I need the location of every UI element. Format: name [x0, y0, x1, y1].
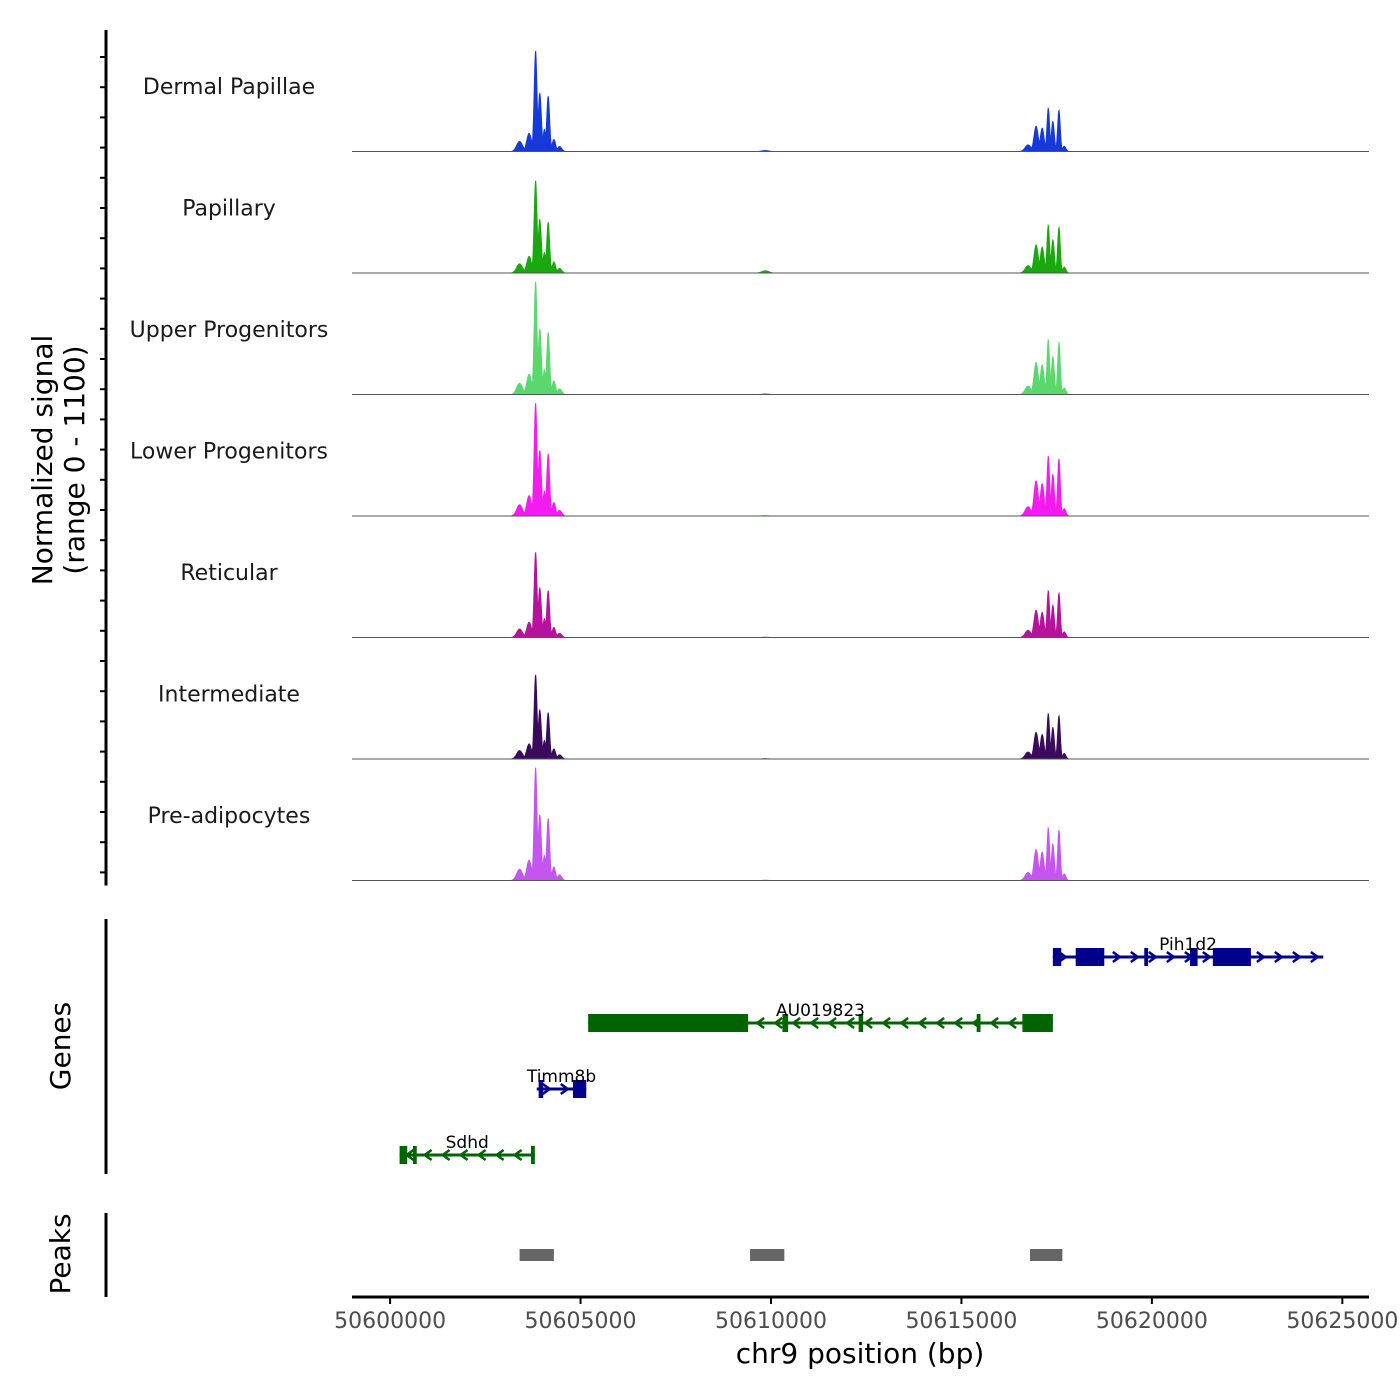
track-pre-adipocytes: Pre-adipocytes — [148, 767, 1369, 881]
gene-exon — [399, 1146, 408, 1164]
track-intermediate: Intermediate — [158, 674, 1369, 760]
y-axis-title-line2: (range 0 - 1100) — [58, 345, 91, 574]
signal-area — [352, 767, 1369, 881]
strand-arrow — [1148, 950, 1159, 964]
x-axis: chr9 position (bp) 50600000 50605000 50610… — [334, 1295, 1398, 1370]
peak-region — [1030, 1249, 1063, 1261]
strand-arrow — [1202, 950, 1213, 964]
peaks-track-title: Peaks — [44, 1213, 77, 1294]
strand-arrow — [773, 1016, 783, 1030]
x-tick-label: 50605000 — [525, 1309, 637, 1334]
x-tick-label: 50610000 — [715, 1309, 827, 1334]
strand-arrow — [1130, 950, 1141, 964]
strand-arrow — [881, 1016, 891, 1030]
gene-exon — [976, 1014, 981, 1032]
gene-sdhd: Sdhd — [399, 1133, 535, 1164]
gene-exon — [1098, 948, 1105, 966]
gene-exon — [1144, 948, 1149, 966]
track-reticular: Reticular — [180, 552, 1369, 638]
gene-exon — [412, 1146, 417, 1164]
strand-arrow — [422, 1148, 433, 1162]
signal-area — [352, 180, 1369, 274]
track-dermal-papillae: Dermal Papillae — [143, 50, 1369, 152]
track-label: Pre-adipocytes — [148, 804, 311, 829]
x-tick-label: 50625000 — [1286, 1309, 1398, 1334]
signal-area — [352, 552, 1369, 638]
x-axis-title: chr9 position (bp) — [736, 1337, 985, 1370]
strand-arrow — [512, 1148, 523, 1162]
gene-exon — [782, 1014, 789, 1032]
strand-arrow — [1256, 950, 1267, 964]
strand-arrow — [440, 1148, 451, 1162]
strand-arrow — [494, 1148, 505, 1162]
strand-arrow — [542, 1082, 552, 1096]
track-label: Lower Progenitors — [130, 440, 328, 465]
gene-exon — [1075, 948, 1099, 966]
track-label: Dermal Papillae — [143, 75, 315, 100]
gene-label: Sdhd — [446, 1133, 489, 1153]
track-upper-progenitors: Upper Progenitors — [130, 281, 1369, 395]
gene-exon — [538, 1080, 544, 1098]
gene-pih1d2: Pih1d2 — [1052, 935, 1324, 966]
y-axis-title-line1: Normalized signal — [26, 335, 59, 586]
strand-arrow — [989, 1016, 999, 1030]
track-label: Papillary — [182, 197, 276, 222]
strand-arrow — [1310, 950, 1321, 964]
strand-arrow — [560, 1082, 570, 1096]
gene-exon — [572, 1080, 587, 1098]
track-label: Upper Progenitors — [130, 318, 329, 343]
gene-label: Pih1d2 — [1159, 935, 1217, 955]
gene-exon — [1022, 1014, 1053, 1032]
gene-exon — [588, 1014, 749, 1032]
gene-label: Timm8b — [526, 1067, 596, 1087]
strand-arrow — [755, 1016, 765, 1030]
strand-arrow — [458, 1148, 469, 1162]
gene-timm8b: Timm8b — [526, 1067, 596, 1098]
y-axis-title: Normalized signal (range 0 - 1100) — [26, 335, 91, 586]
strand-arrow — [809, 1016, 819, 1030]
signal-tracks: Dermal Papillae Papillary Upper Progenitor… — [100, 30, 1369, 886]
strand-arrow — [1007, 1016, 1017, 1030]
signal-area — [352, 402, 1369, 517]
strand-arrow — [935, 1016, 945, 1030]
strand-arrow — [1112, 950, 1123, 964]
track-lower-progenitors: Lower Progenitors — [130, 402, 1369, 517]
track-papillary: Papillary — [182, 180, 1369, 274]
gene-exon — [1189, 948, 1198, 966]
strand-arrow — [917, 1016, 927, 1030]
genes-track: Genes Pih1d2 AU019823 Timm8b Sdhd — [44, 919, 1324, 1174]
track-label: Intermediate — [158, 683, 300, 708]
gene-label: AU019823 — [776, 1001, 865, 1021]
gene-exon — [1212, 948, 1251, 966]
gene-exon — [858, 1014, 864, 1032]
signal-area — [352, 50, 1369, 152]
peak-region — [519, 1249, 554, 1261]
peak-region — [750, 1249, 785, 1261]
x-tick-label: 50620000 — [1096, 1309, 1208, 1334]
signal-area — [352, 674, 1369, 760]
strand-arrow — [827, 1016, 837, 1030]
strand-arrow — [1166, 950, 1177, 964]
strand-arrow — [1274, 950, 1285, 964]
strand-arrow — [953, 1016, 963, 1030]
genes-track-title: Genes — [44, 1002, 77, 1090]
strand-arrow — [1292, 950, 1303, 964]
gene-au019823: AU019823 — [588, 1001, 1053, 1032]
gene-exon — [1052, 948, 1062, 966]
strand-arrow — [791, 1016, 801, 1030]
signal-area — [352, 281, 1369, 395]
track-label: Reticular — [180, 561, 278, 586]
strand-arrow — [845, 1016, 855, 1030]
x-tick-label: 50600000 — [334, 1309, 446, 1334]
strand-arrow — [863, 1016, 873, 1030]
x-tick-label: 50615000 — [905, 1309, 1017, 1334]
strand-arrow — [899, 1016, 909, 1030]
strand-arrow — [476, 1148, 487, 1162]
peaks-track: Peaks — [44, 1213, 1063, 1297]
gene-exon — [531, 1146, 535, 1164]
